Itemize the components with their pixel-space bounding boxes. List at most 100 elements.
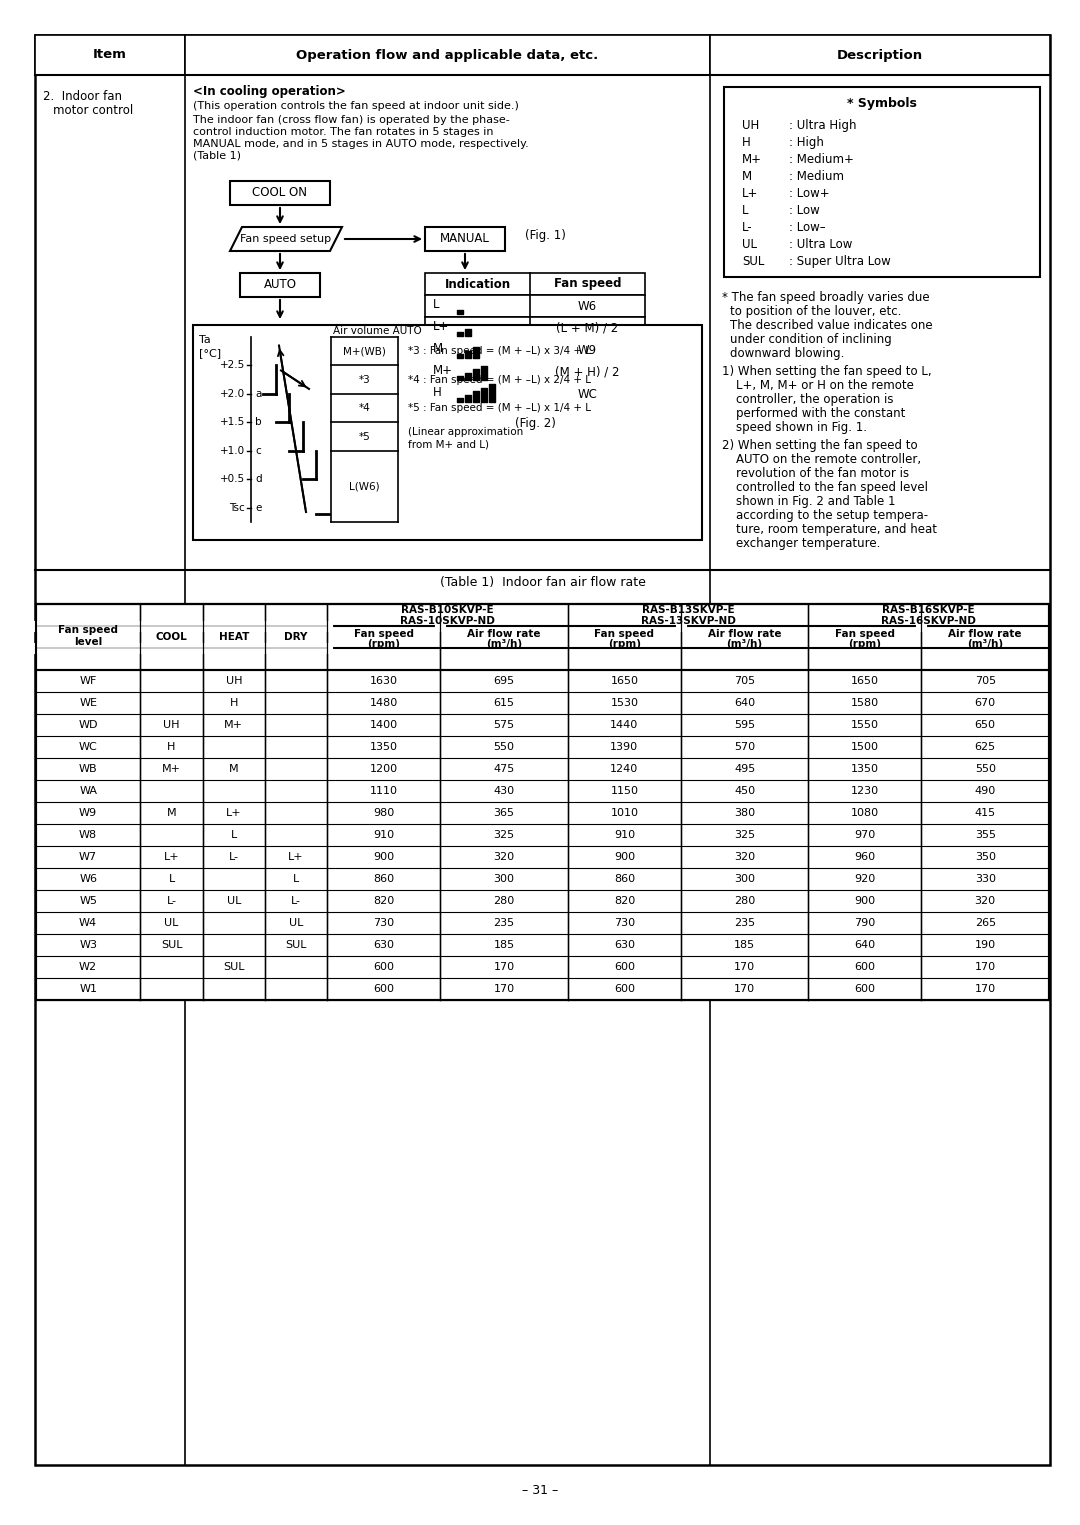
Text: 325: 325	[494, 830, 515, 840]
Text: 320: 320	[974, 897, 996, 906]
Bar	[35, 35, 185, 75]
Text: L-: L-	[229, 852, 239, 862]
Text: speed shown in Fig. 1.: speed shown in Fig. 1.	[735, 421, 867, 435]
Text: W6: W6	[79, 874, 97, 884]
Text: 600: 600	[374, 962, 394, 971]
Text: (M + H) / 2: (M + H) / 2	[555, 366, 620, 378]
Text: 190: 190	[974, 939, 996, 950]
Text: L(W6): L(W6)	[349, 482, 380, 491]
Text: 980: 980	[374, 808, 394, 817]
Text: L: L	[293, 874, 299, 884]
Text: : Medium: : Medium	[789, 169, 843, 183]
Text: 705: 705	[974, 676, 996, 686]
Text: under condition of inclining: under condition of inclining	[730, 332, 892, 346]
Text: 185: 185	[494, 939, 515, 950]
Text: SUL: SUL	[161, 939, 183, 950]
Text: 1550: 1550	[851, 720, 879, 730]
Text: (Fig. 1): (Fig. 1)	[525, 229, 566, 241]
Text: L: L	[231, 830, 237, 840]
Text: 820: 820	[374, 897, 394, 906]
Bar	[426, 317, 645, 339]
Text: MANUAL mode, and in 5 stages in AUTO mode, respectively.: MANUAL mode, and in 5 stages in AUTO mod…	[193, 139, 529, 149]
Text: H: H	[230, 698, 238, 708]
Text: d: d	[255, 474, 261, 485]
Text: 355: 355	[975, 830, 996, 840]
Text: 600: 600	[854, 984, 876, 994]
Text: UL: UL	[289, 918, 303, 929]
Text: 1240: 1240	[610, 764, 638, 775]
Text: M+: M+	[162, 764, 181, 775]
Text: UH: UH	[226, 676, 242, 686]
Text: Indication: Indication	[445, 278, 511, 290]
Text: controller, the operation is: controller, the operation is	[735, 393, 893, 406]
Text: Air flow rate: Air flow rate	[468, 628, 541, 639]
Text: to position of the louver, etc.: to position of the louver, etc.	[730, 305, 902, 319]
Text: 430: 430	[494, 785, 515, 796]
Text: Tsc: Tsc	[229, 503, 245, 512]
Text: WE: WE	[79, 698, 97, 708]
Text: performed with the constant: performed with the constant	[735, 407, 905, 419]
Text: H: H	[433, 386, 442, 400]
Text: ture, room temperature, and heat: ture, room temperature, and heat	[735, 523, 937, 535]
Text: 300: 300	[494, 874, 514, 884]
Text: +1.5: +1.5	[219, 418, 245, 427]
Text: (Table 1)  Indoor fan air flow rate: (Table 1) Indoor fan air flow rate	[440, 576, 646, 589]
Text: 330: 330	[975, 874, 996, 884]
Text: 705: 705	[734, 676, 755, 686]
Text: 1650: 1650	[610, 676, 638, 686]
Text: (m³/h): (m³/h)	[968, 639, 1003, 650]
Text: : Low: : Low	[789, 204, 820, 217]
Text: : Super Ultra Low: : Super Ultra Low	[789, 255, 891, 268]
Text: 320: 320	[494, 852, 515, 862]
Text: M+: M+	[225, 720, 243, 730]
Text: SUL: SUL	[742, 255, 765, 268]
Text: : Ultra Low: : Ultra Low	[789, 238, 852, 252]
Text: +0.5: +0.5	[220, 474, 245, 485]
Text: Fan speed: Fan speed	[354, 628, 414, 639]
Text: Item: Item	[93, 49, 127, 61]
Text: 900: 900	[374, 852, 394, 862]
Text: 2.  Indoor fan: 2. Indoor fan	[43, 90, 122, 104]
Text: L+: L+	[164, 852, 179, 862]
Text: L-: L-	[166, 897, 176, 906]
Text: WA: WA	[79, 785, 97, 796]
Text: a: a	[255, 389, 261, 400]
Text: 625: 625	[974, 743, 996, 752]
Text: <In cooling operation>: <In cooling operation>	[193, 85, 346, 98]
Text: 595: 595	[734, 720, 755, 730]
Text: M: M	[229, 764, 239, 775]
Text: 640: 640	[734, 698, 755, 708]
Text: UL: UL	[742, 238, 757, 252]
Text: 475: 475	[494, 764, 515, 775]
Text: 1150: 1150	[610, 785, 638, 796]
Bar	[426, 383, 645, 406]
Text: M: M	[166, 808, 176, 817]
Text: (Table 1): (Table 1)	[193, 151, 241, 162]
Text: exchanger temperature.: exchanger temperature.	[735, 537, 880, 551]
Text: WC: WC	[79, 743, 97, 752]
Text: level: level	[75, 637, 103, 647]
Text: downward blowing.: downward blowing.	[730, 348, 845, 360]
Text: L-: L-	[292, 897, 301, 906]
Text: SUL: SUL	[285, 939, 307, 950]
Bar	[426, 273, 645, 294]
Text: L+: L+	[742, 188, 758, 200]
Text: 320: 320	[734, 852, 755, 862]
Text: RAS-B13SKVP-E: RAS-B13SKVP-E	[642, 605, 734, 615]
Text: W2: W2	[79, 962, 97, 971]
Text: M+(WB): M+(WB)	[343, 346, 386, 357]
Bar	[426, 294, 645, 317]
Text: 1390: 1390	[610, 743, 638, 752]
Text: L: L	[168, 874, 175, 884]
Bar	[230, 181, 330, 204]
Text: 820: 820	[613, 897, 635, 906]
Text: 860: 860	[374, 874, 394, 884]
Text: L: L	[742, 204, 748, 217]
Text: 600: 600	[854, 962, 876, 971]
Text: *4 : Fan speed = (M + –L) x 2/4 + L: *4 : Fan speed = (M + –L) x 2/4 + L	[408, 375, 591, 384]
Text: 730: 730	[613, 918, 635, 929]
Text: (L + M) / 2: (L + M) / 2	[556, 322, 619, 334]
Text: 615: 615	[494, 698, 514, 708]
Text: *4: *4	[359, 403, 370, 413]
Text: Fan speed: Fan speed	[554, 278, 621, 290]
